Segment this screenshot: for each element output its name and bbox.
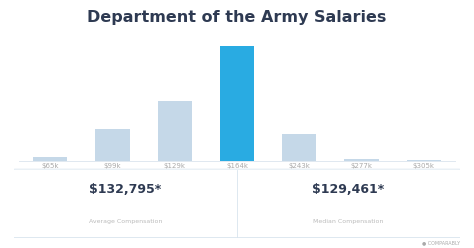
Bar: [95, 129, 129, 161]
FancyBboxPatch shape: [12, 169, 462, 238]
Bar: [407, 160, 441, 161]
Bar: [157, 101, 192, 161]
Text: $132,795*: $132,795*: [90, 184, 162, 196]
Text: Department of the Army Salaries: Department of the Army Salaries: [87, 10, 387, 25]
Text: ● COMPARABLY: ● COMPARABLY: [422, 241, 460, 246]
Text: Average Compensation: Average Compensation: [89, 219, 162, 224]
Bar: [33, 156, 67, 161]
Text: Median Compensation: Median Compensation: [313, 219, 383, 224]
Text: $129,461*: $129,461*: [312, 184, 384, 196]
Bar: [282, 134, 317, 161]
Bar: [345, 159, 379, 161]
Bar: [220, 46, 254, 161]
